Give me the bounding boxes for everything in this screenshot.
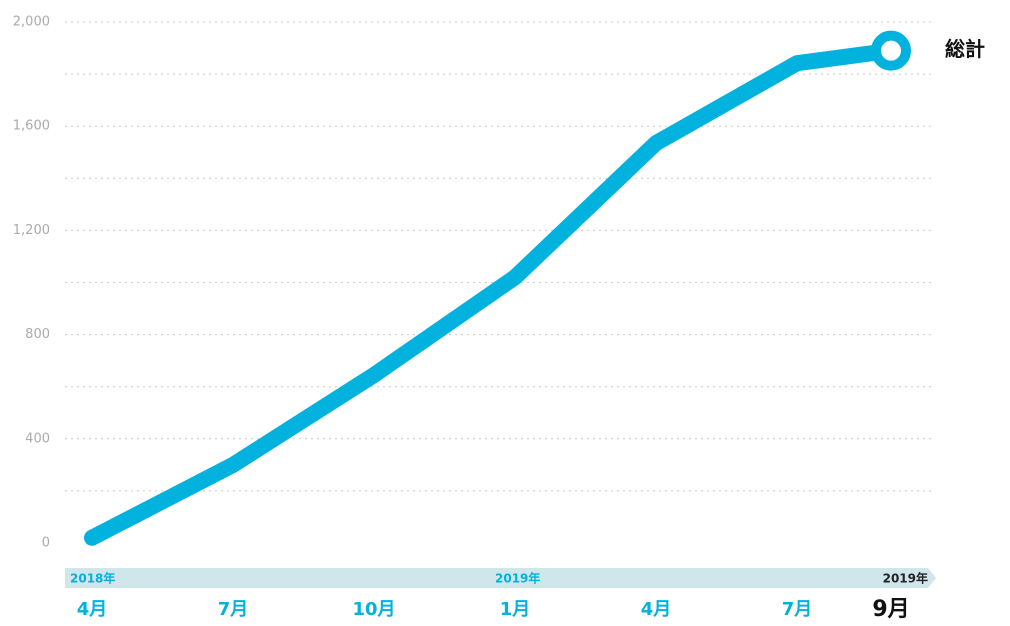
x-tick-label: 7月	[218, 599, 249, 620]
x-tick-label: 1月	[500, 599, 531, 620]
year-label: 2018年	[70, 571, 115, 586]
year-band	[65, 568, 936, 588]
y-tick-label: 0	[42, 536, 50, 551]
year-label: 2019年	[495, 571, 540, 586]
y-tick-label: 2,000	[13, 15, 50, 30]
x-tick-label: 4月	[77, 599, 108, 620]
x-tick-label: 9月	[872, 597, 909, 622]
y-tick-label: 1,600	[13, 119, 50, 134]
x-tick-label: 4月	[641, 599, 672, 620]
series-label: 総計	[945, 37, 985, 61]
y-tick-label: 400	[25, 431, 50, 446]
end-marker	[871, 30, 911, 71]
y-tick-label: 800	[25, 327, 50, 342]
x-tick-label: 7月	[782, 599, 813, 620]
y-tick-label: 1,200	[13, 223, 50, 238]
line	[84, 42, 899, 546]
x-tick-label: 10月	[352, 599, 395, 620]
year-label: 2019年	[883, 571, 928, 586]
